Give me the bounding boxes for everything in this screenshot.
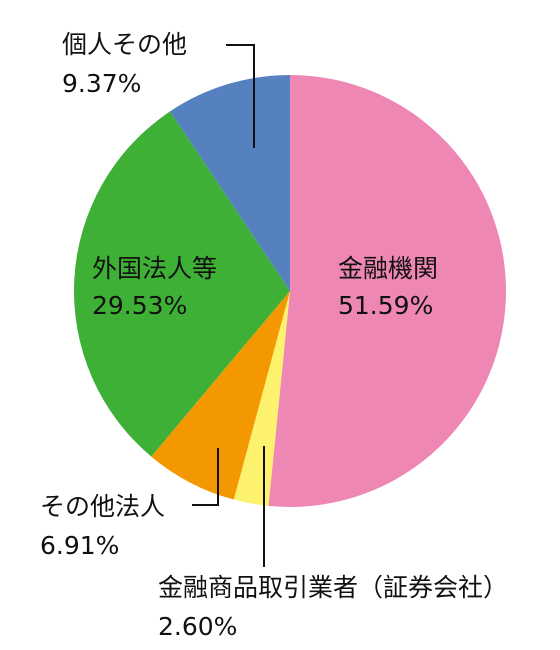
leader-line-kojin [226,44,255,148]
pie-slices [73,75,507,508]
slice-kinyu-kikan [268,75,507,508]
label-kojin-sonota: 個人その他 [62,30,187,59]
label-gaikoku-hojin: 外国法人等 [92,254,217,283]
label-kinyu-kikan: 金融機関 [338,254,438,283]
value-gaikoku-hojin: 29.53% [92,291,187,320]
value-kinyu-kikan: 51.59% [338,291,433,320]
value-sonota-hojin: 6.91% [40,531,119,560]
value-kinyu-shohin: 2.60% [158,612,237,641]
label-sonota-hojin: その他法人 [40,492,165,521]
slice-sonota-hojin [151,291,290,500]
slice-kinyu-shohin [233,291,290,506]
value-kojin-sonota: 9.37% [62,69,141,98]
label-kinyu-shohin: 金融商品取引業者（証券会社） [158,573,508,602]
slice-kojin-sonota [170,75,290,291]
slice-gaikoku-hojin [73,111,290,457]
leader-line-sonota-hojin [192,448,219,506]
